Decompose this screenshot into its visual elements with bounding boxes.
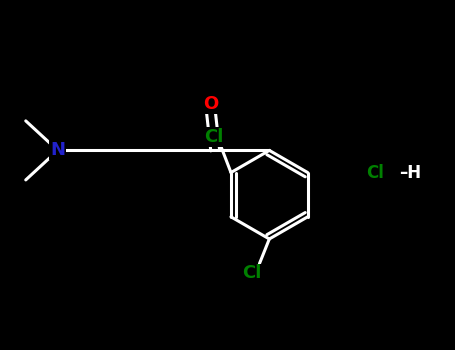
- Text: N: N: [50, 141, 65, 159]
- Text: –H: –H: [399, 163, 421, 182]
- Text: Cl: Cl: [366, 163, 384, 182]
- Text: O: O: [202, 94, 218, 113]
- Text: Cl: Cl: [243, 264, 262, 282]
- Text: Cl: Cl: [204, 128, 223, 146]
